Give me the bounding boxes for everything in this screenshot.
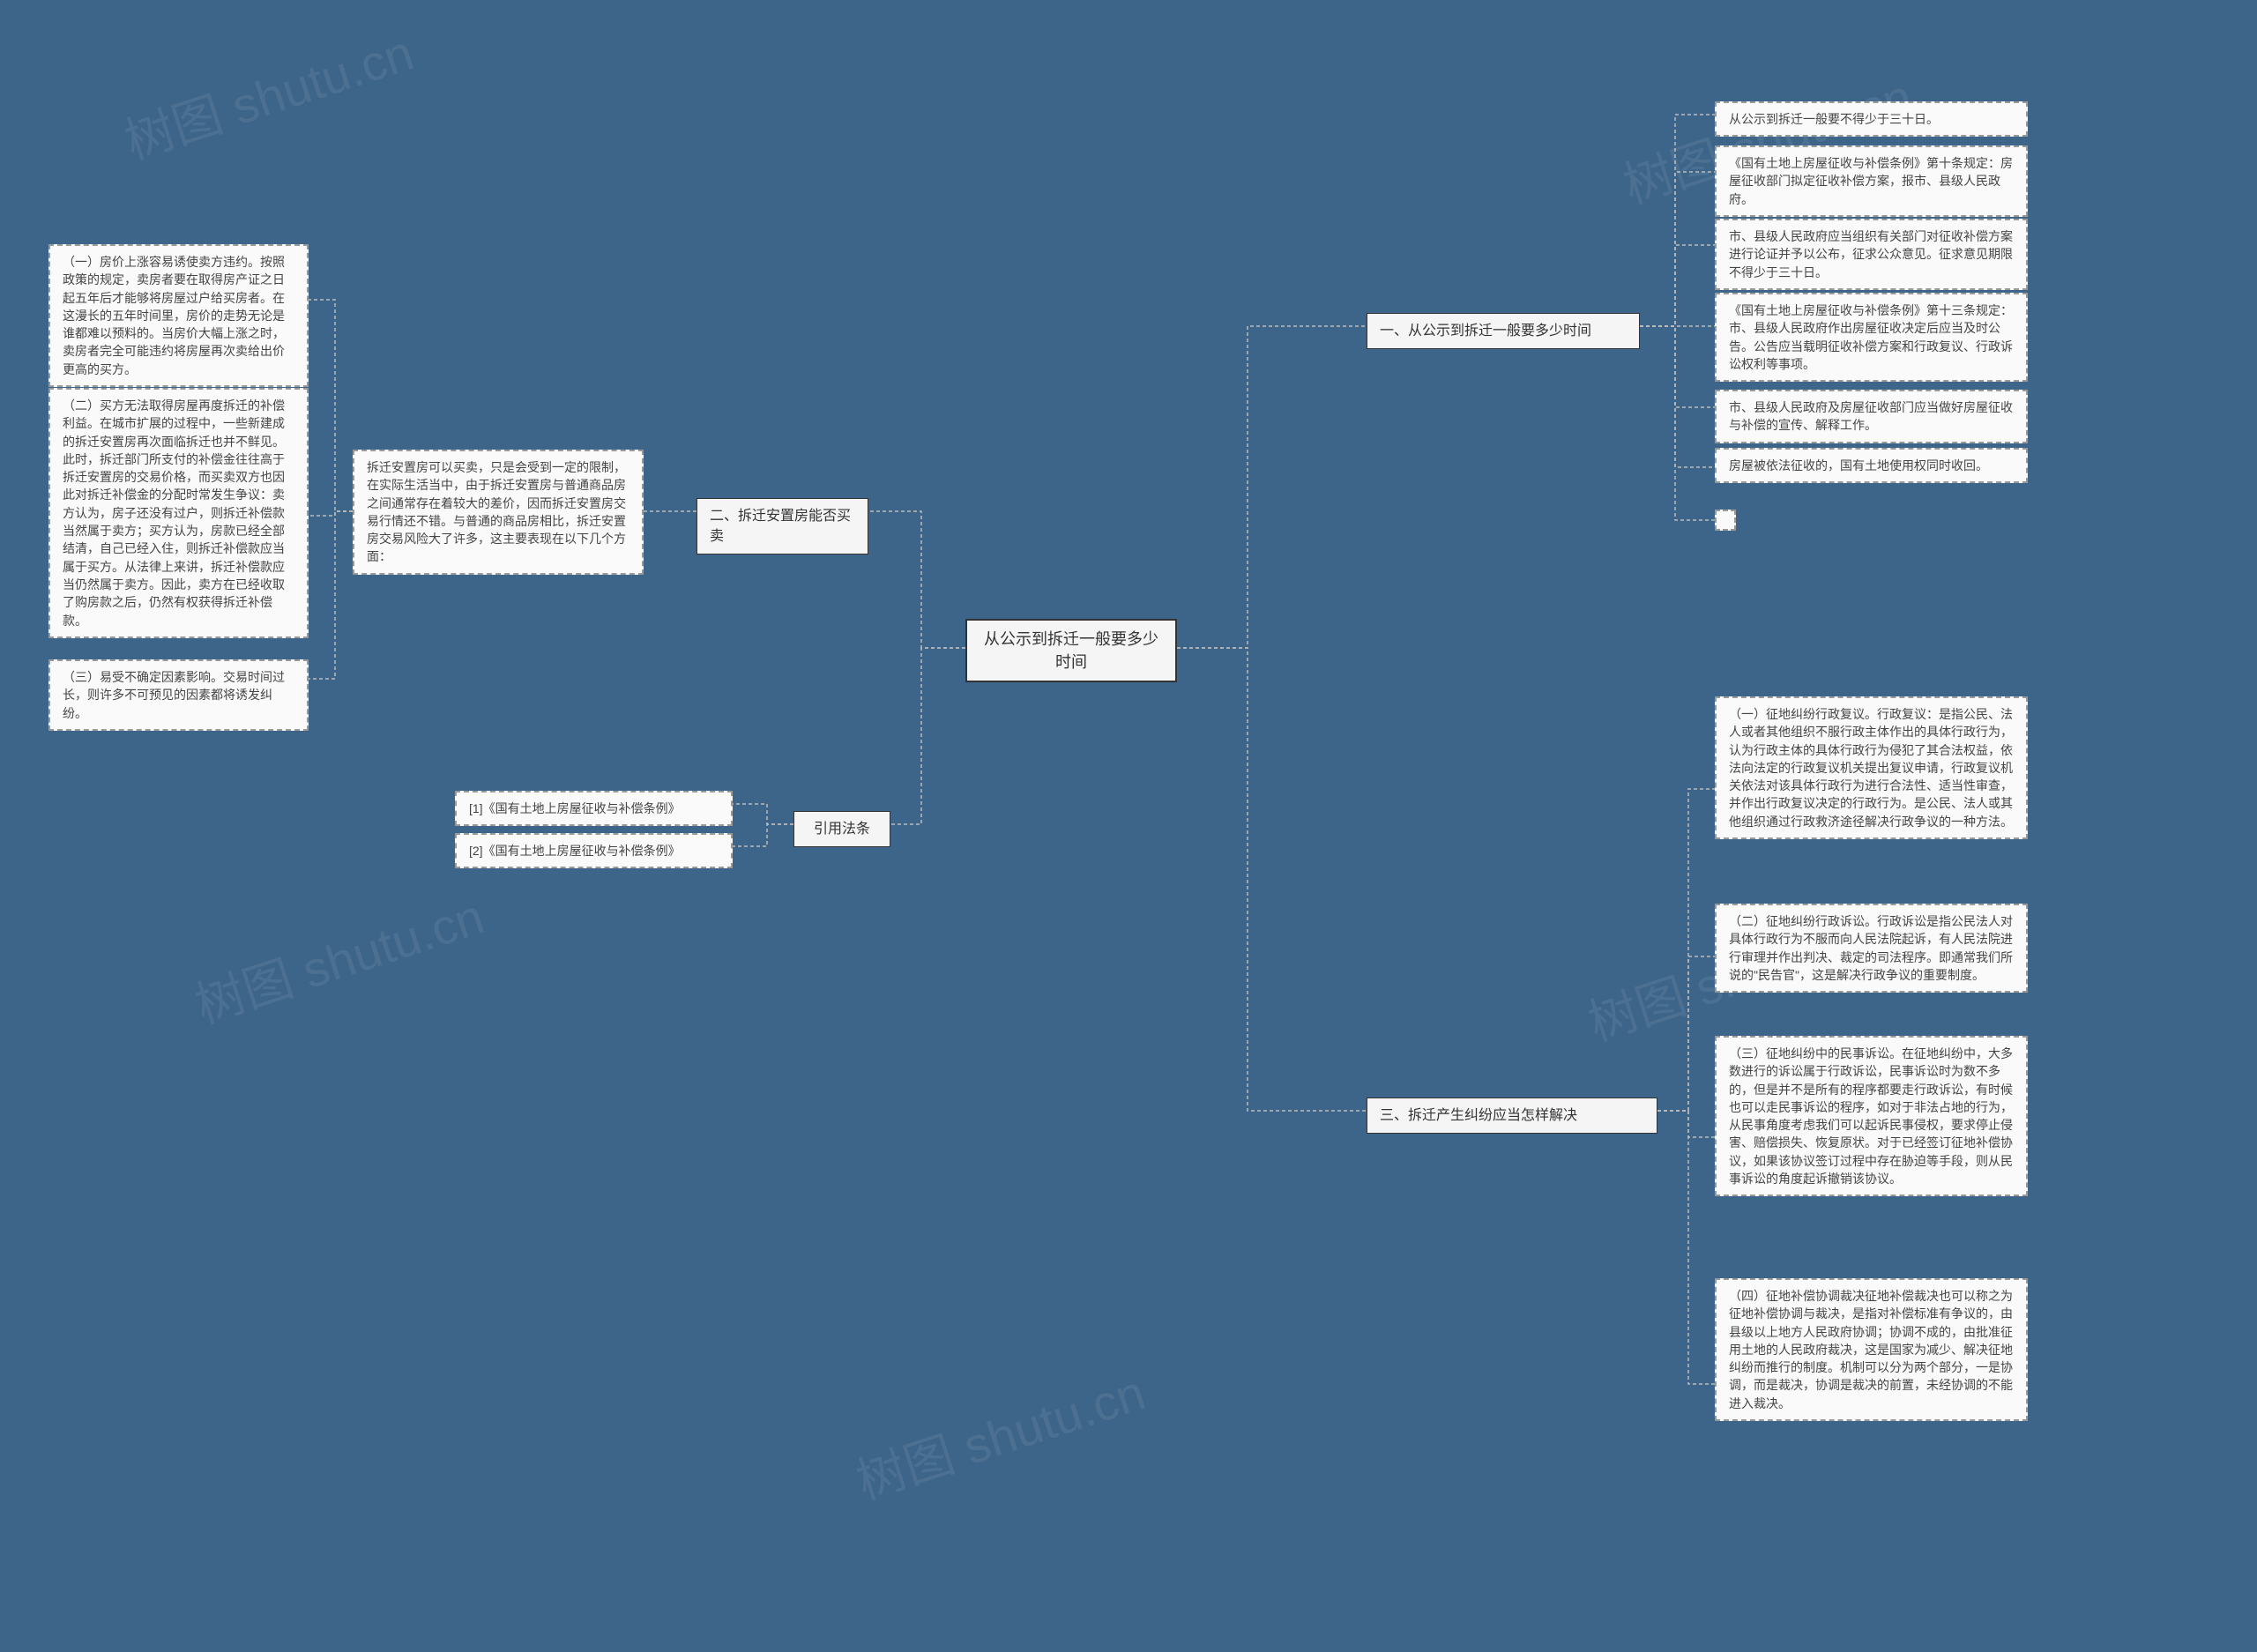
section1-item-2: 市、县级人民政府应当组织有关部门对征收补偿方案进行论证并予以公布，征求公众意见。… bbox=[1715, 219, 2028, 290]
section2-title: 二、拆迁安置房能否买卖 bbox=[696, 498, 868, 554]
references-item-1: [2]《国有土地上房屋征收与补偿条例》 bbox=[455, 833, 733, 868]
section3-title: 三、拆迁产生纠纷应当怎样解决 bbox=[1367, 1098, 1657, 1134]
root-node: 从公示到拆迁一般要多少 时间 bbox=[965, 619, 1177, 682]
section3-item-0: （一）征地纠纷行政复议。行政复议：是指公民、法人或者其他组织不服行政主体作出的具… bbox=[1715, 696, 2028, 839]
root-line2: 时间 bbox=[1055, 653, 1087, 671]
root-line1: 从公示到拆迁一般要多少 bbox=[984, 630, 1158, 648]
section2-item-0: （一）房价上涨容易诱使卖方违约。按照政策的规定，卖房者要在取得房产证之日起五年后… bbox=[48, 244, 309, 387]
section3-item-1: （二）征地纠纷行政诉讼。行政诉讼是指公民法人对具体行政行为不服而向人民法院起诉，… bbox=[1715, 904, 2028, 993]
section2-item-1: （二）买方无法取得房屋再度拆迁的补偿利益。在城市扩展的过程中，一些新建成的拆迁安… bbox=[48, 388, 309, 638]
section1-title: 一、从公示到拆迁一般要多少时间 bbox=[1367, 313, 1640, 349]
watermark: 树图 shutu.cn bbox=[115, 13, 421, 174]
section3-item-2: （三）征地纠纷中的民事诉讼。在征地纠纷中，大多数进行的诉讼属于行政诉讼，民事诉讼… bbox=[1715, 1036, 2028, 1196]
section1-item-3: 《国有土地上房屋征收与补偿条例》第十三条规定：市、县级人民政府作出房屋征收决定后… bbox=[1715, 293, 2028, 382]
section1-item-4: 市、县级人民政府及房屋征收部门应当做好房屋征收与补偿的宣传、解释工作。 bbox=[1715, 390, 2028, 443]
section3-item-3: （四）征地补偿协调裁决征地补偿裁决也可以称之为征地补偿协调与裁决，是指对补偿标准… bbox=[1715, 1278, 2028, 1421]
references-item-0: [1]《国有土地上房屋征收与补偿条例》 bbox=[455, 791, 733, 826]
references-title: 引用法条 bbox=[793, 811, 890, 847]
section2-summary: 拆迁安置房可以买卖，只是会受到一定的限制，在实际生活当中，由于拆迁安置房与普通商… bbox=[353, 450, 644, 575]
watermark: 树图 shutu.cn bbox=[185, 877, 492, 1038]
section1-item-1: 《国有土地上房屋征收与补偿条例》第十条规定：房屋征收部门拟定征收补偿方案，报市、… bbox=[1715, 145, 2028, 217]
section1-empty bbox=[1715, 510, 1736, 531]
section2-item-2: （三）易受不确定因素影响。交易时间过长，则许多不可预见的因素都将诱发纠纷。 bbox=[48, 659, 309, 731]
section1-item-0: 从公示到拆迁一般要不得少于三十日。 bbox=[1715, 101, 2028, 137]
watermark: 树图 shutu.cn bbox=[846, 1353, 1153, 1514]
section1-item-5: 房屋被依法征收的，国有土地使用权同时收回。 bbox=[1715, 448, 2028, 483]
